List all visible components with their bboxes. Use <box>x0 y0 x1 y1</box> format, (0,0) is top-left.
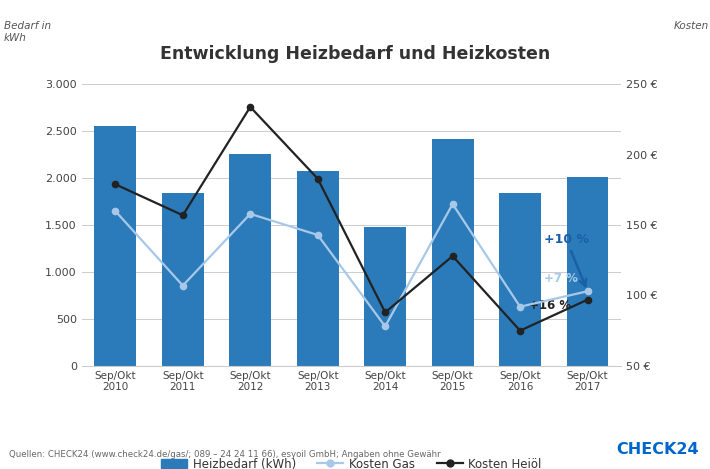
Bar <box>162 193 204 366</box>
Text: Quellen: CHECK24 (www.check24.de/gas/; 089 – 24 24 11 66), esyoil GmbH; Angaben : Quellen: CHECK24 (www.check24.de/gas/; 0… <box>9 450 440 459</box>
Bar <box>297 171 339 366</box>
Text: +7 %: +7 % <box>544 272 577 285</box>
Text: +10 %: +10 % <box>544 233 589 286</box>
Bar <box>364 227 406 366</box>
Bar <box>229 154 271 366</box>
Legend: Heizbedarf (kWh), Kosten Gas, Kosten Heiöl: Heizbedarf (kWh), Kosten Gas, Kosten Hei… <box>156 453 547 469</box>
Bar <box>567 177 608 366</box>
Text: Bedarf in
kWh: Bedarf in kWh <box>4 21 50 43</box>
Bar <box>94 126 136 366</box>
Text: CHECK24: CHECK24 <box>617 442 699 457</box>
Bar <box>499 193 541 366</box>
Bar <box>432 139 474 366</box>
Text: Entwicklung Heizbedarf und Heizkosten: Entwicklung Heizbedarf und Heizkosten <box>160 45 550 62</box>
Text: Kosten: Kosten <box>673 21 709 31</box>
Text: +16 %: +16 % <box>530 299 572 312</box>
